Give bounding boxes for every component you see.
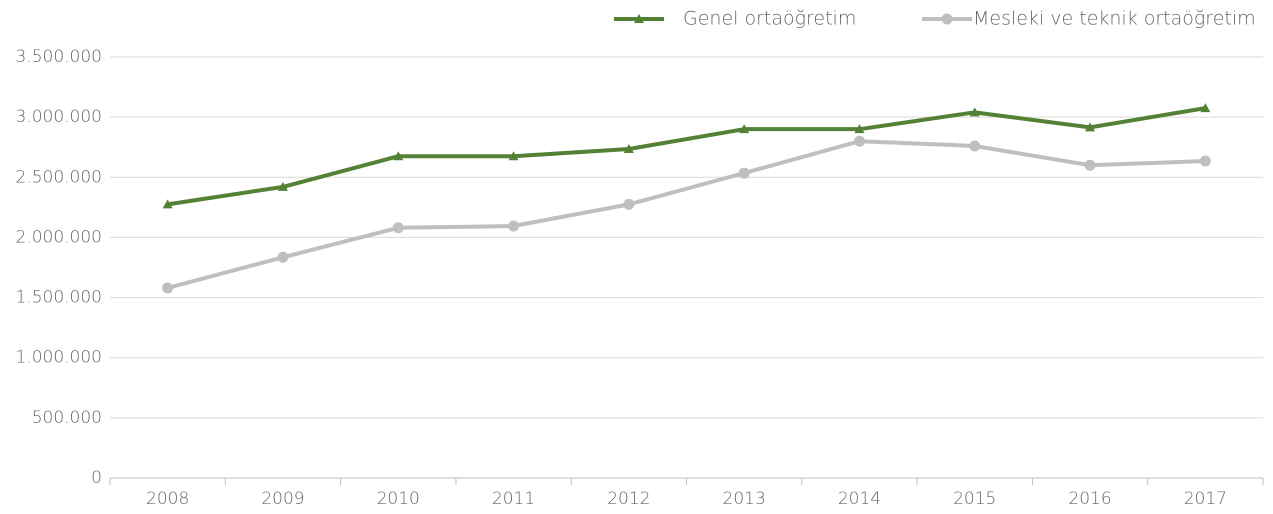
point-marker bbox=[969, 107, 980, 117]
x-tick-label: 2017 bbox=[1184, 489, 1227, 509]
point-marker bbox=[634, 14, 644, 23]
point-marker bbox=[508, 151, 519, 161]
x-tick-label: 2014 bbox=[838, 489, 881, 509]
x-tick-label: 2011 bbox=[492, 489, 535, 509]
y-tick-label: 3.500.000 bbox=[15, 47, 102, 67]
point-marker bbox=[853, 135, 865, 147]
x-tick-label: 2012 bbox=[607, 489, 650, 509]
point-marker bbox=[1199, 155, 1211, 167]
point-marker bbox=[277, 251, 289, 263]
y-tick-label: 0 bbox=[91, 468, 102, 488]
series-line bbox=[167, 139, 1206, 290]
x-tick-label: 2013 bbox=[723, 489, 766, 509]
point-marker bbox=[941, 13, 953, 25]
x-tick-label: 2016 bbox=[1068, 489, 1111, 509]
point-marker bbox=[1085, 122, 1096, 132]
x-tick-label: 2010 bbox=[377, 489, 420, 509]
series-line bbox=[167, 106, 1206, 207]
point-marker bbox=[739, 124, 750, 134]
legend-label: Mesleki ve teknik ortaöğretim bbox=[973, 8, 1256, 30]
y-tick-label: 2.000.000 bbox=[15, 227, 102, 247]
point-marker bbox=[392, 222, 404, 234]
point-marker bbox=[969, 140, 981, 152]
point-marker bbox=[1200, 103, 1211, 113]
y-tick-label: 2.500.000 bbox=[15, 167, 102, 187]
y-tick-label: 3.000.000 bbox=[15, 107, 102, 127]
y-tick-label: 500.000 bbox=[32, 408, 102, 428]
point-marker bbox=[623, 198, 635, 210]
point-marker bbox=[623, 144, 634, 154]
point-marker bbox=[854, 124, 865, 134]
y-tick-label: 1.500.000 bbox=[15, 288, 102, 308]
point-marker bbox=[1084, 159, 1096, 171]
x-tick-label: 2008 bbox=[146, 489, 189, 509]
point-marker bbox=[393, 151, 404, 161]
point-marker bbox=[277, 181, 288, 191]
y-tick-label: 1.000.000 bbox=[15, 348, 102, 368]
point-marker bbox=[162, 199, 173, 209]
x-tick-label: 2009 bbox=[261, 489, 304, 509]
point-marker bbox=[162, 282, 174, 294]
x-tick-label: 2015 bbox=[953, 489, 996, 509]
point-marker bbox=[738, 167, 750, 179]
legend-label: Genel ortaöğretim bbox=[683, 8, 856, 30]
point-marker bbox=[508, 220, 520, 232]
